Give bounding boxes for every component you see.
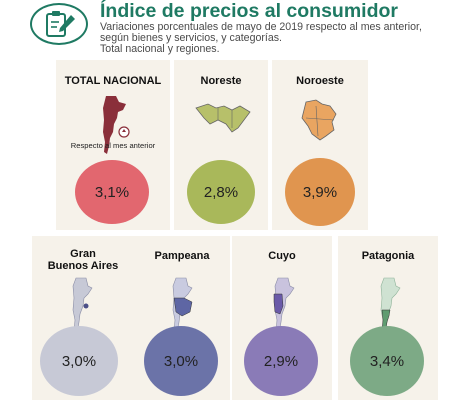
region-label-line: Buenos Aires bbox=[47, 260, 119, 272]
value-bubble: 3,4% bbox=[350, 326, 424, 396]
region-label: Pampeana bbox=[154, 250, 210, 262]
page-subtitle: Variaciones porcentuales de mayo de 2019… bbox=[100, 22, 456, 55]
region-card-patagonia: Patagonia 3,4% bbox=[338, 236, 438, 400]
cuyo-map-icon bbox=[266, 276, 302, 343]
region-label: Cuyo bbox=[268, 250, 296, 262]
gran-buenos-aires-map-icon bbox=[64, 276, 100, 343]
argentina-map-icon bbox=[96, 94, 130, 161]
value-bubble: 3,0% bbox=[144, 326, 218, 396]
value-bubble: 3,9% bbox=[285, 158, 355, 226]
noreste-map-icon bbox=[188, 98, 258, 143]
value-bubble: 3,0% bbox=[40, 326, 118, 396]
subtitle-line: Total nacional y regiones. bbox=[100, 43, 220, 55]
region-card-cuyo: Cuyo 2,9% bbox=[232, 236, 332, 400]
page-title: Índice de precios al consumidor bbox=[100, 0, 398, 22]
subtitle-line: según bienes y servicios, y categorías. bbox=[100, 32, 282, 44]
clipboard-pencil-icon bbox=[30, 3, 88, 45]
region-label-line: Gran bbox=[70, 248, 96, 260]
pampeana-map-icon bbox=[164, 276, 202, 343]
region-label: Patagonia bbox=[361, 250, 415, 262]
region-card-noroeste: Noroeste 3,9% bbox=[272, 60, 368, 230]
value-bubble: 3,1% bbox=[75, 160, 149, 224]
region-label: Noreste bbox=[200, 75, 242, 87]
region-label: Gran Buenos Aires bbox=[32, 248, 134, 272]
value-bubble: 2,9% bbox=[244, 326, 318, 396]
region-label: TOTAL NACIONAL bbox=[64, 75, 162, 87]
region-note: Respecto al mes anterior bbox=[70, 141, 156, 150]
header: Índice de precios al consumidor Variacio… bbox=[0, 0, 456, 66]
region-card-total: TOTAL NACIONAL Respecto al mes anterior … bbox=[56, 60, 170, 230]
region-card-pampeana: Pampeana 3,0% bbox=[134, 236, 230, 400]
value-bubble: 2,8% bbox=[187, 160, 255, 224]
region-label: Noroeste bbox=[296, 75, 344, 87]
subtitle-line: Variaciones porcentuales de mayo de 2019… bbox=[100, 21, 422, 33]
region-card-noreste: Noreste 2,8% bbox=[174, 60, 268, 230]
noroeste-map-icon bbox=[296, 98, 346, 147]
region-card-gba: Gran Buenos Aires 3,0% bbox=[32, 236, 134, 400]
